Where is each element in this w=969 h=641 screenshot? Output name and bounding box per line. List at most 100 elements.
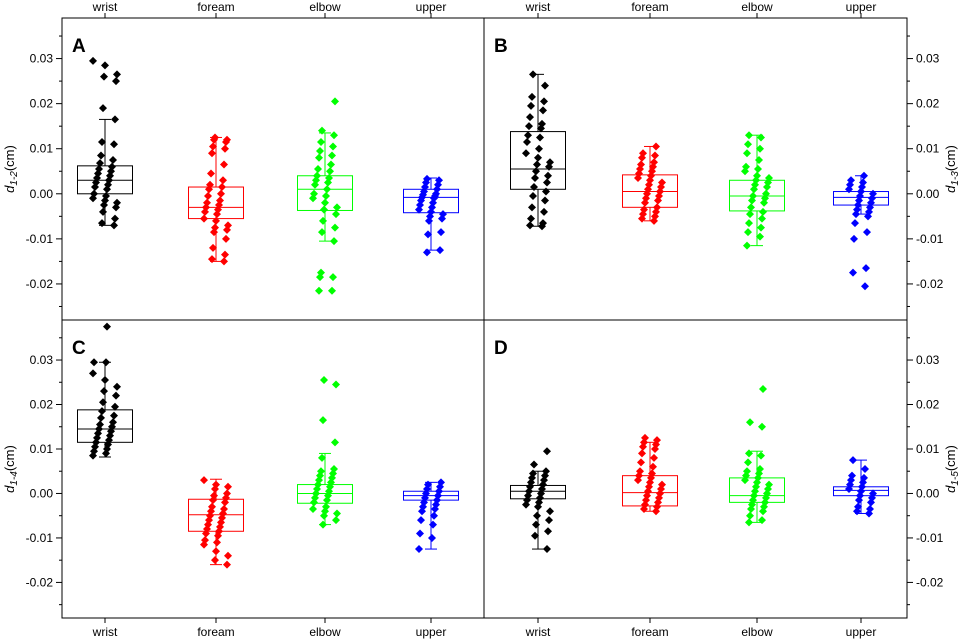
data-point (546, 507, 554, 516)
data-point (316, 146, 324, 155)
data-point (200, 476, 208, 485)
box-wrist (77, 322, 133, 460)
category-label-bottom-foream: foream (197, 625, 234, 639)
data-point (545, 516, 553, 525)
y-axis-title: d1-4(cm) (2, 445, 20, 493)
data-point (641, 198, 649, 207)
y-axis-subscript: 1-3 (950, 171, 961, 186)
data-point (102, 449, 110, 458)
data-point (89, 451, 97, 460)
data-point (200, 214, 208, 223)
y-tick-label: -0.02 (26, 575, 54, 589)
data-point (98, 407, 106, 416)
data-point (531, 531, 539, 540)
y-axis-title: d1-3(cm) (943, 145, 961, 193)
data-point (528, 203, 536, 212)
data-point (101, 61, 109, 70)
data-point (745, 131, 753, 140)
data-point (654, 196, 662, 205)
data-point (99, 398, 107, 407)
panel-A: A -0.02 -0.01 0.00 0.01 0.02 0.03 d1-2(cm) (2, 35, 459, 307)
data-point (849, 456, 857, 465)
data-point (100, 201, 108, 210)
data-point (531, 174, 539, 183)
data-point (202, 529, 210, 538)
data-point (320, 376, 328, 385)
data-point (640, 505, 648, 514)
data-point (220, 160, 228, 169)
box-foream (622, 433, 678, 516)
data-point (522, 149, 530, 158)
data-point (529, 192, 537, 201)
data-point (213, 210, 221, 219)
data-point (747, 505, 755, 514)
category-label-bottom-wrist: wrist (92, 625, 118, 639)
data-point (746, 511, 754, 520)
y-axis-unit: (cm) (943, 445, 958, 471)
data-point (423, 248, 431, 257)
category-label-top-upper: upper (846, 0, 877, 14)
data-point (865, 509, 873, 518)
y-tick-label: -0.01 (26, 531, 54, 545)
data-point (852, 210, 860, 219)
y-tick-label: 0.03 (30, 353, 54, 367)
data-point (97, 413, 105, 422)
y-axis-title: d1-5(cm) (943, 445, 961, 493)
data-point (529, 70, 537, 79)
data-point (429, 520, 437, 529)
data-point (437, 228, 445, 237)
data-point (759, 384, 767, 393)
data-point (651, 151, 659, 160)
data-point (331, 223, 339, 232)
category-label-top-wrist: wrist (525, 0, 551, 14)
data-point (763, 183, 771, 192)
data-point (200, 540, 208, 549)
data-point (309, 194, 317, 203)
y-tick-label: 0.00 (916, 486, 940, 500)
data-point (651, 444, 659, 453)
box-upper (403, 174, 459, 257)
data-point (332, 210, 340, 219)
data-point (221, 250, 229, 259)
data-point (330, 237, 338, 246)
data-point (530, 183, 538, 192)
y-tick-label: -0.02 (26, 277, 54, 291)
data-point (99, 104, 107, 113)
data-point (758, 422, 766, 431)
data-point (100, 387, 108, 396)
y-tick-label: 0.00 (30, 486, 54, 500)
data-point (424, 230, 432, 239)
data-point (638, 214, 646, 223)
category-label-bottom-elbow: elbow (309, 625, 341, 639)
y-axis-symbol: d (2, 185, 17, 193)
data-point (109, 155, 117, 164)
data-point (534, 502, 542, 511)
box-iqr (510, 131, 566, 190)
y-tick-label: 0.01 (30, 442, 54, 456)
data-point (319, 416, 327, 425)
data-point (851, 219, 859, 228)
category-label-bottom-foream: foream (631, 625, 668, 639)
box-upper (403, 478, 459, 554)
data-point (101, 376, 109, 385)
data-point (845, 185, 853, 194)
data-point (317, 137, 325, 146)
data-point (530, 460, 538, 469)
data-point (528, 92, 536, 101)
data-point (331, 97, 339, 106)
y-tick-label: -0.02 (916, 277, 944, 291)
data-point (855, 496, 863, 505)
data-point (112, 203, 120, 212)
data-point (333, 203, 341, 212)
data-point (210, 228, 218, 237)
y-tick-label: 0.02 (916, 398, 940, 412)
data-point (209, 243, 217, 252)
data-point (309, 505, 317, 514)
box-foream (188, 476, 244, 569)
data-point (201, 207, 209, 216)
data-point (415, 545, 423, 554)
y-tick-label: -0.01 (916, 232, 944, 246)
data-point (864, 212, 872, 221)
data-point (744, 458, 752, 467)
y-tick-label: 0.02 (916, 97, 940, 111)
